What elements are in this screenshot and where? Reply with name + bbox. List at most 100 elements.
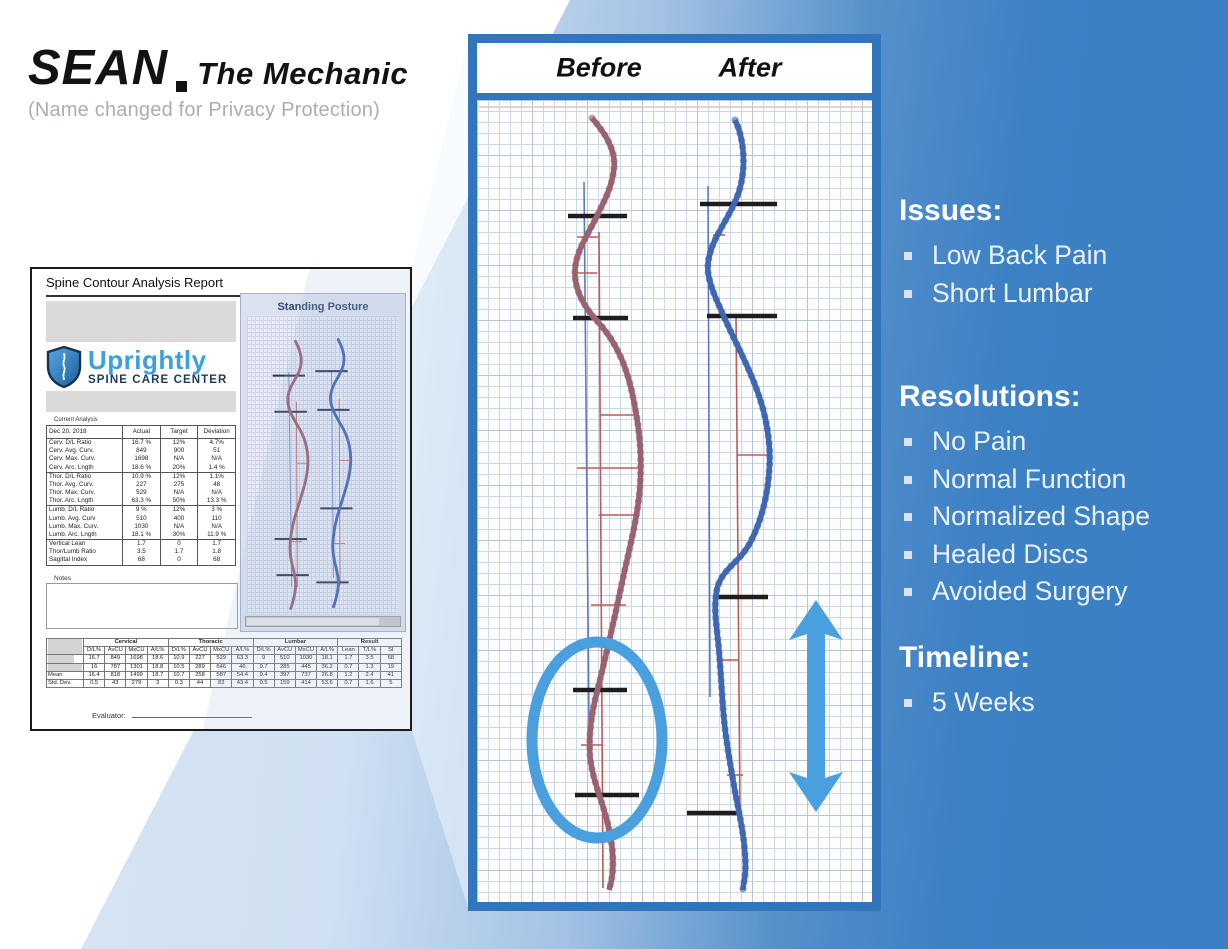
summary-value: 2.4 — [358, 670, 381, 681]
privacy-note: (Name changed for Privacy Protection) — [28, 99, 380, 121]
metric-value: 900 — [159, 447, 199, 456]
timeline-section: Timeline: 5 Weeks — [899, 641, 1219, 722]
metric-value: 849 — [122, 447, 161, 456]
metric-value: 1698 — [122, 455, 161, 464]
analysis-date: Dec 20, 2018 — [46, 425, 123, 439]
mini-spine-curves — [272, 338, 353, 610]
summary-column-header-row: D/L% AvCU MxCU A/L% D/L% AvCU MxCU A/L% D/L% AvCU… — [47, 646, 403, 656]
issues-section: Issues: Low Back Pain Short Lumbar — [899, 194, 1219, 312]
redaction-box — [48, 663, 82, 671]
summary-value: 9.4 — [252, 670, 275, 681]
summary-value: 83 — [210, 679, 233, 689]
metric-value: 10.9 % — [122, 471, 161, 481]
summary-value: 68 — [379, 654, 403, 664]
summary-value: 43 — [104, 679, 127, 689]
analysis-row: Vertical Lean 1.7 0 1.7 — [46, 539, 236, 549]
bullet-item: Normal Function — [899, 461, 1219, 499]
summary-value: 44 — [188, 679, 212, 689]
metric-value: 20% — [159, 463, 199, 473]
summary-value: 818 — [104, 670, 127, 681]
metric-value: 9 % — [122, 505, 161, 515]
redaction-box — [48, 655, 74, 663]
summary-column-label: MxCU — [210, 646, 233, 656]
summary-value: 0.5 — [252, 679, 275, 689]
metric-value: 0 — [159, 556, 199, 566]
analysis-row: Cerv. D/L Ratio 16.7 % 12% 4.7% — [46, 438, 236, 448]
metric-value: 110 — [197, 514, 236, 523]
metric-value: 50% — [159, 497, 199, 506]
metric-label: Vertical Lean — [46, 539, 123, 549]
summary-value: 3 — [146, 679, 169, 689]
clinic-logo: Uprightly SPINE CARE CENTER — [46, 345, 238, 389]
mini-before-curve — [286, 339, 310, 610]
summary-value: 0.7 — [337, 679, 360, 689]
summary-value: 227 — [188, 654, 212, 664]
analysis-row: Thor. D/L Ratio 10.9 % 12% 1.1% — [46, 471, 236, 481]
evaluator-label: Evaluator: — [92, 711, 126, 720]
summary-group-label: Cervical — [83, 637, 169, 648]
metric-value: 18.6 % — [122, 463, 161, 473]
before-label: Before — [556, 52, 642, 83]
summary-value: 36.2 — [316, 662, 339, 672]
metric-label: Thor. Avg. Curv. — [46, 480, 123, 490]
chart-margin-line — [477, 106, 872, 108]
metric-value: 12% — [159, 438, 199, 448]
metric-value: 13.3 % — [197, 497, 236, 506]
summary-value: 5 — [379, 679, 403, 689]
summary-column-label: A/L% — [146, 646, 169, 656]
metric-value: 1.7 — [197, 539, 236, 549]
metric-value: 68 — [122, 556, 161, 566]
summary-value: 1698 — [125, 654, 148, 664]
bullet-square-icon — [904, 699, 912, 707]
metric-value: 48 — [197, 480, 236, 490]
metric-value: N/A — [197, 489, 236, 498]
analysis-row: Thor/Lumb Ratio 3.5 1.7 1.8 — [46, 548, 236, 557]
spine-curves-overlay — [526, 114, 843, 894]
after-label: After — [718, 52, 782, 83]
metric-value: 12% — [159, 471, 199, 481]
summary-value: 18.7 — [146, 670, 169, 681]
metric-label: Lumb. Arc. Lngth — [46, 530, 123, 540]
current-analysis-table: Dec 20, 2018 Actual Target Deviation Cer… — [46, 425, 236, 566]
metric-value: 51 — [197, 447, 236, 456]
summary-value: 18.6 — [146, 654, 169, 664]
analysis-row: Thor. Avg. Curv. 227 275 48 — [46, 480, 236, 490]
summary-value: 10.9 — [167, 654, 190, 664]
lumbar-circle-annotation — [526, 636, 668, 844]
bullet-text: 5 Weeks — [932, 687, 1035, 717]
summary-value: 1301 — [125, 662, 148, 672]
summary-value: 787 — [104, 662, 127, 672]
column-header: Deviation — [197, 425, 236, 439]
metric-value: N/A — [159, 489, 199, 498]
summary-column-label: Lean — [337, 646, 360, 656]
summary-row: Mean 16.4 818 1499 18.7 10.7 258 587 54.4 9.4 397 7… — [46, 670, 403, 681]
summary-value: 9 — [252, 654, 275, 664]
metric-value: 1.8 — [197, 548, 236, 557]
column-header: Target — [159, 425, 199, 439]
summary-value: 414 — [294, 679, 318, 689]
summary-row-label: Std. Dev. — [46, 679, 84, 689]
analysis-header-row: Dec 20, 2018 Actual Target Deviation — [46, 425, 236, 439]
standing-posture-panel: Standing Posture — [240, 293, 406, 632]
metric-label: Thor/Lumb Ratio — [46, 548, 123, 557]
summary-column-label: AvCU — [188, 646, 212, 656]
logo-tagline: SPINE CARE CENTER — [88, 374, 228, 387]
spine-contour-chart — [477, 100, 872, 902]
redacted-corner-cell — [46, 637, 84, 656]
summary-value: 3.5 — [358, 654, 381, 664]
square-bullet-icon — [176, 81, 188, 92]
summary-value: 445 — [294, 662, 318, 672]
metric-value: N/A — [159, 455, 199, 464]
metric-value: 0 — [159, 539, 199, 549]
summary-value: 16.7 — [82, 654, 106, 664]
metric-value: 12% — [159, 505, 199, 515]
logo-shield-icon — [46, 346, 82, 388]
bullet-text: Normalized Shape — [932, 501, 1151, 531]
summary-value: 0.5 — [82, 679, 106, 689]
metric-label: Lumb. D/L Ratio — [46, 505, 123, 515]
notes-box — [46, 583, 238, 629]
summary-column-label: D/L% — [82, 646, 106, 656]
summary-group-label: Result — [337, 637, 402, 648]
analysis-row: Lumb. D/L Ratio 9 % 12% 3 % — [46, 505, 236, 515]
